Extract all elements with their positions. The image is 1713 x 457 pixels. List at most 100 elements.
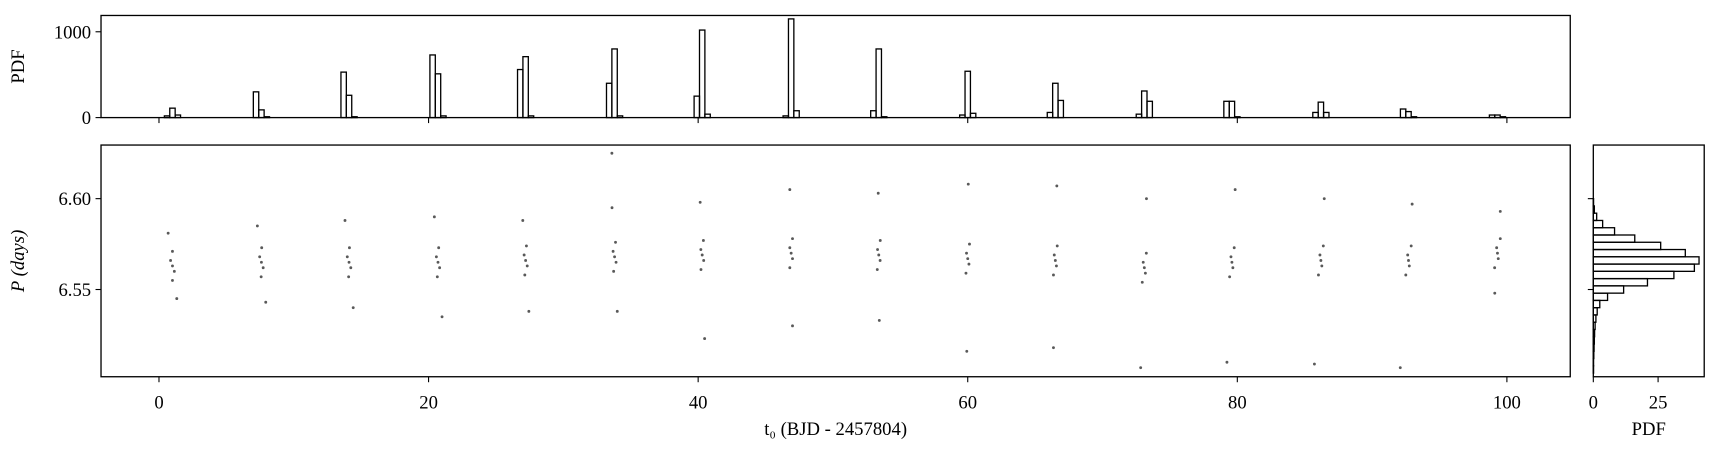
bar [1592,234,1636,243]
point [349,266,353,270]
bar [1051,82,1059,119]
point [791,324,794,328]
point [1410,202,1414,206]
point [1142,266,1146,270]
bar [1592,219,1604,229]
point [264,300,268,304]
point [612,269,616,273]
point [521,219,525,222]
point [1144,251,1148,255]
point [699,248,703,251]
point [1496,257,1500,261]
point [259,260,263,264]
bar [870,110,877,119]
point [1229,255,1233,259]
bar [1592,277,1649,287]
point [1052,273,1055,277]
y-tick-label: 6.55 [58,280,91,301]
point [1143,271,1147,275]
point [260,246,264,250]
axes-frame [100,14,1571,119]
y-tick-label: 6.60 [58,189,91,210]
point [259,275,263,279]
point [703,337,707,341]
point [522,253,526,257]
point [966,182,970,186]
point [171,264,174,268]
axes-frame [100,144,1571,378]
point [1055,184,1059,188]
point [876,248,879,251]
point [437,246,441,250]
bar [1228,100,1236,119]
point [875,268,879,271]
point [440,315,444,319]
point [791,257,794,261]
point [1233,188,1237,191]
point [968,242,971,246]
point [1321,244,1325,248]
point [343,219,347,222]
point [1139,366,1143,370]
x-tick-label: 0 [154,393,163,414]
x-tick-label: 20 [419,393,438,414]
point [348,246,351,250]
bar [1140,90,1148,119]
point [1055,244,1059,248]
point [788,266,792,270]
bar [1057,99,1065,119]
bar [1405,110,1412,119]
point [438,266,442,270]
bar [516,68,524,119]
point [523,273,527,277]
x-tick-label: 80 [1228,393,1247,414]
point [347,275,351,279]
point [967,262,971,266]
point [788,188,792,191]
point [964,271,968,275]
point [878,259,882,262]
point [789,251,793,255]
bar [793,110,800,119]
bar [693,95,701,119]
point [525,264,529,268]
point [1052,253,1056,257]
bar [787,18,795,119]
bar [522,56,529,119]
y-axis-label: PDF [8,49,29,83]
bar [429,54,436,119]
point [1145,197,1148,201]
point [1317,273,1320,277]
point [527,309,531,313]
bar [964,70,972,119]
x-axis-label: t₀ (BJD - 2457804) [764,419,907,440]
bar [434,73,442,119]
point [615,309,619,313]
point [965,349,969,353]
bar [1592,248,1686,258]
point [1493,266,1497,270]
point [702,259,706,262]
x-axis-label: PDF [1632,419,1666,440]
point [255,224,259,228]
bar [252,91,260,119]
point [1319,259,1323,262]
point [1407,259,1410,262]
y-axis-label: P (days) [8,230,29,293]
point [613,255,617,259]
bar [1592,241,1662,251]
point [698,200,702,204]
point [1498,209,1502,213]
point [172,269,176,273]
bar [1592,299,1601,309]
point [878,239,882,242]
point [1228,275,1232,279]
bar [1592,227,1616,236]
bar [1399,108,1407,119]
point [436,260,440,264]
point [788,246,792,250]
x-tick-label: 25 [1649,393,1668,414]
point [435,275,439,279]
point [1318,253,1322,257]
